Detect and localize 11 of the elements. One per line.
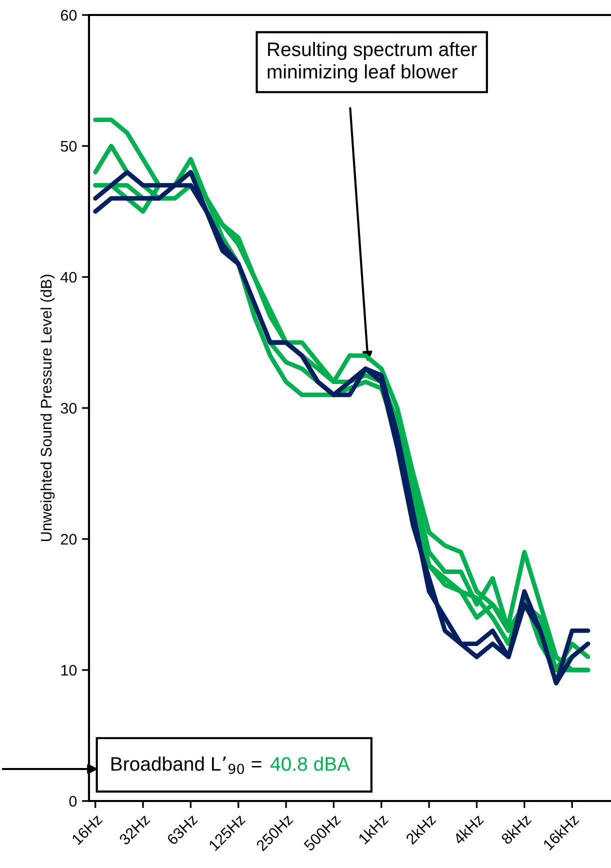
y-tick-label: 60 [60,10,77,21]
annotation: Resulting spectrum after minimizing leaf blower [268,42,477,82]
y-tick-label: 50 [60,140,77,152]
annotation: 40.8 dBA [270,756,350,771]
y-tick-label: 20 [60,534,77,545]
y-axis-title: Unweighted Sound Pressure Level (dB) [40,274,55,541]
y-tick-label: 30 [60,402,77,414]
y-tick-label: 40 [60,272,77,283]
y-tick-label: 0 [69,796,77,807]
y-tick-label: 10 [61,664,77,676]
annotation: Broadband L’$_{90}$ = [111,756,262,774]
